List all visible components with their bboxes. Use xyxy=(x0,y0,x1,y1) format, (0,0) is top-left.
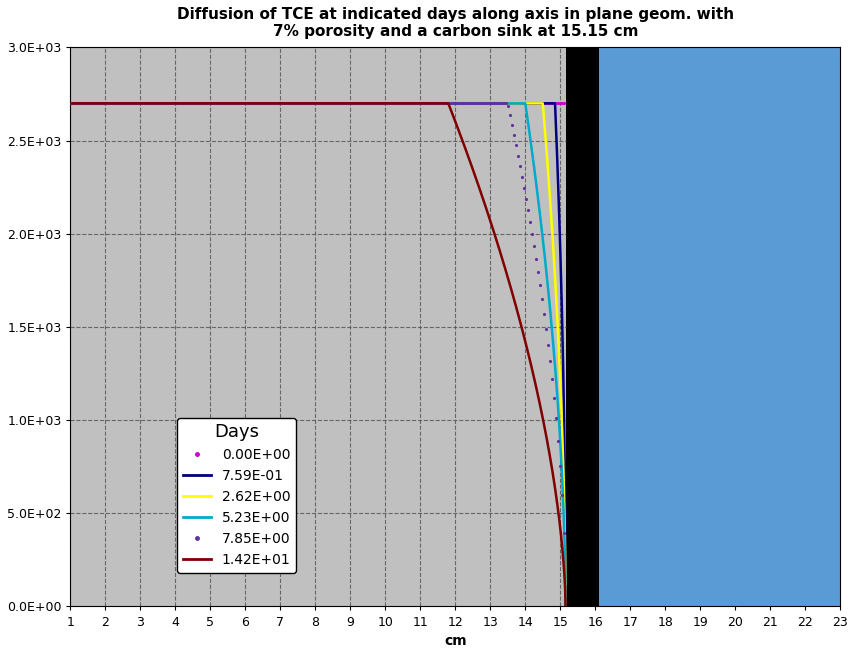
2.62E+00 xyxy=(293,100,304,107)
7.85E+00 xyxy=(351,100,361,107)
5.23E+00 xyxy=(293,100,304,107)
0.00E+00 xyxy=(263,100,274,107)
5.23E+00 xyxy=(65,100,75,107)
5.23E+00 xyxy=(91,100,101,107)
7.59E-01 xyxy=(91,100,101,107)
0.00E+00 xyxy=(406,100,416,107)
X-axis label: cm: cm xyxy=(444,634,467,648)
1.42E+01 xyxy=(546,460,557,468)
5.23E+00 xyxy=(545,314,556,322)
0.00E+00 xyxy=(351,100,361,107)
7.59E-01 xyxy=(293,100,304,107)
5.23E+00 xyxy=(546,317,557,325)
5.23E+00 xyxy=(560,603,570,610)
Line: 2.62E+00: 2.62E+00 xyxy=(70,103,565,607)
7.85E+00 xyxy=(65,100,75,107)
7.59E-01 xyxy=(560,603,570,610)
7.59E-01 xyxy=(455,100,465,107)
7.59E-01 xyxy=(546,100,557,107)
7.85E+00 xyxy=(539,310,549,318)
1.42E+01 xyxy=(545,458,556,466)
2.62E+00 xyxy=(91,100,101,107)
Title: Diffusion of TCE at indicated days along axis in plane geom. with
7% porosity an: Diffusion of TCE at indicated days along… xyxy=(177,7,734,39)
5.23E+00 xyxy=(455,100,465,107)
0.00E+00 xyxy=(65,100,75,107)
1.42E+01 xyxy=(560,603,570,610)
Line: 0.00E+00: 0.00E+00 xyxy=(68,102,565,105)
7.85E+00 xyxy=(146,100,156,107)
Line: 5.23E+00: 5.23E+00 xyxy=(70,103,565,607)
7.85E+00 xyxy=(263,100,274,107)
Line: 7.59E-01: 7.59E-01 xyxy=(70,103,565,607)
Line: 7.85E+00: 7.85E+00 xyxy=(68,102,565,535)
2.62E+00 xyxy=(560,603,570,610)
2.62E+00 xyxy=(546,212,557,219)
Bar xyxy=(565,47,598,607)
7.85E+00 xyxy=(269,100,280,107)
Legend: 0.00E+00, 7.59E-01, 2.62E+00, 5.23E+00, 7.85E+00, 1.42E+01: 0.00E+00, 7.59E-01, 2.62E+00, 5.23E+00, … xyxy=(178,418,296,572)
7.59E-01 xyxy=(545,100,556,107)
0.00E+00 xyxy=(146,100,156,107)
1.42E+01 xyxy=(306,100,316,107)
5.23E+00 xyxy=(306,100,316,107)
Bar xyxy=(598,47,855,607)
1.42E+01 xyxy=(91,100,101,107)
2.62E+00 xyxy=(455,100,465,107)
7.59E-01 xyxy=(306,100,316,107)
Line: 1.42E+01: 1.42E+01 xyxy=(70,103,565,607)
2.62E+00 xyxy=(65,100,75,107)
0.00E+00 xyxy=(539,100,549,107)
2.62E+00 xyxy=(545,208,556,216)
1.42E+01 xyxy=(293,100,304,107)
1.42E+01 xyxy=(65,100,75,107)
7.59E-01 xyxy=(65,100,75,107)
7.85E+00 xyxy=(558,529,569,537)
1.42E+01 xyxy=(455,131,465,139)
7.85E+00 xyxy=(406,100,416,107)
2.62E+00 xyxy=(306,100,316,107)
0.00E+00 xyxy=(558,100,569,107)
0.00E+00 xyxy=(269,100,280,107)
